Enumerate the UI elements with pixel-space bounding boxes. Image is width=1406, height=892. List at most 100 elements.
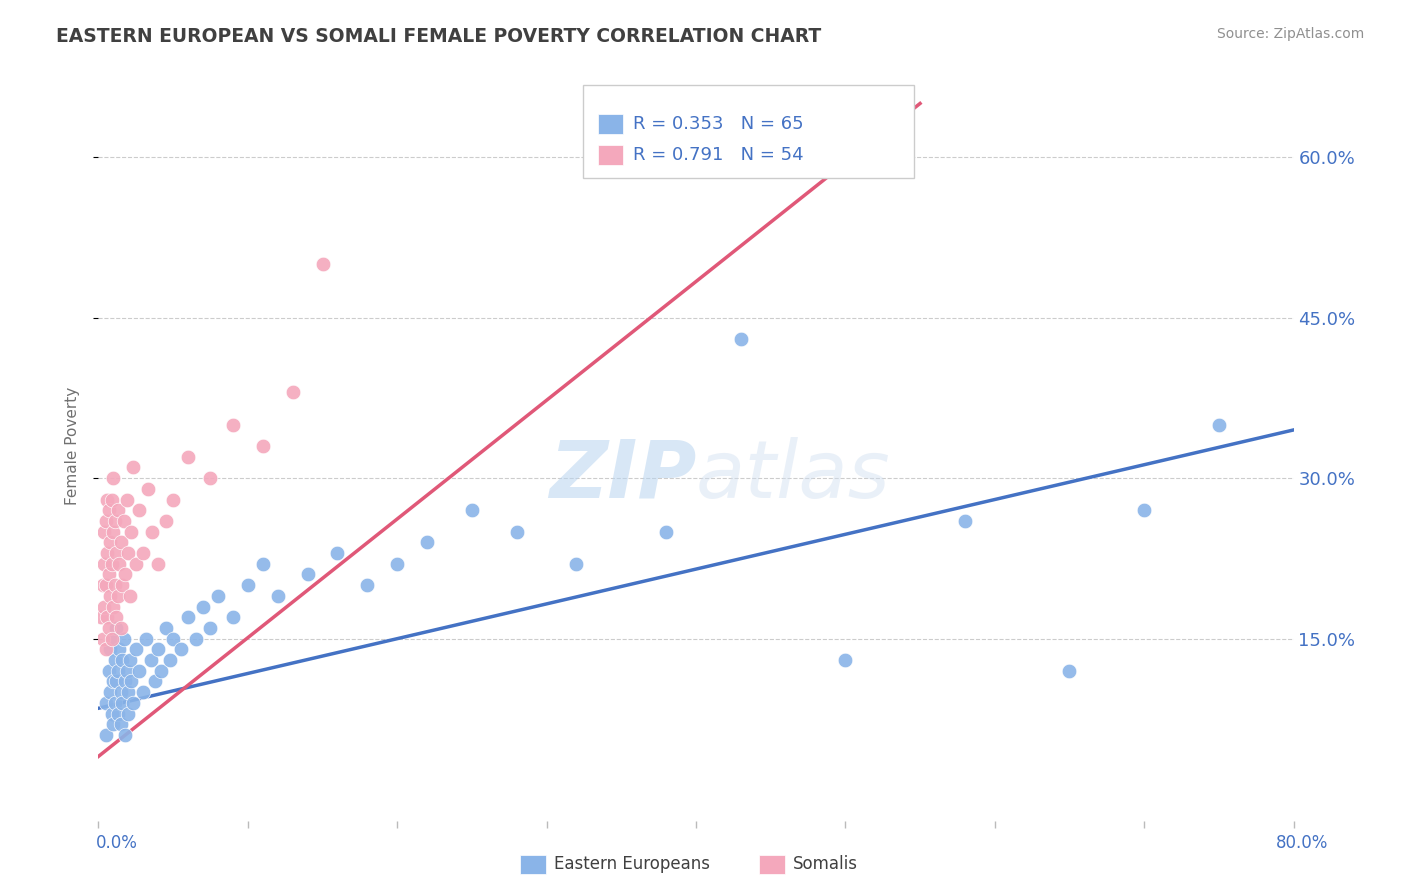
Point	[110, 685, 132, 699]
Point	[96, 492, 118, 507]
Point	[267, 589, 290, 603]
Point	[97, 503, 120, 517]
Point	[105, 610, 128, 624]
Point	[108, 557, 131, 571]
Y-axis label: Female Poverty: Female Poverty	[65, 387, 80, 505]
Point	[115, 492, 138, 507]
Point	[252, 557, 274, 571]
Point	[356, 578, 378, 592]
Point	[105, 546, 128, 560]
Point	[110, 621, 132, 635]
Point	[108, 642, 131, 657]
Point	[107, 706, 129, 721]
Point	[110, 717, 132, 731]
Point	[730, 332, 752, 346]
Point	[93, 599, 115, 614]
Point	[96, 546, 118, 560]
Point	[506, 524, 529, 539]
Point	[117, 706, 139, 721]
Point	[162, 632, 184, 646]
Point	[101, 557, 124, 571]
Point	[222, 610, 245, 624]
Point	[461, 503, 484, 517]
Point	[111, 653, 134, 667]
Point	[236, 578, 259, 592]
Point	[103, 717, 125, 731]
Point	[1059, 664, 1081, 678]
Point	[281, 385, 304, 400]
Point	[1208, 417, 1230, 432]
Point	[114, 567, 136, 582]
Point	[143, 674, 166, 689]
Point	[132, 546, 155, 560]
Text: atlas: atlas	[696, 437, 891, 515]
Point	[139, 653, 162, 667]
Point	[148, 557, 170, 571]
Text: 80.0%: 80.0%	[1277, 834, 1329, 852]
Point	[655, 524, 678, 539]
Text: R = 0.353   N = 65: R = 0.353 N = 65	[633, 115, 803, 133]
Point	[103, 471, 125, 485]
Point	[135, 632, 157, 646]
Point	[128, 664, 150, 678]
Text: Somalis: Somalis	[793, 855, 858, 873]
Point	[103, 599, 125, 614]
Point	[121, 696, 143, 710]
Point	[94, 642, 117, 657]
Point	[207, 589, 229, 603]
Point	[107, 589, 129, 603]
Point	[105, 674, 128, 689]
Point	[98, 642, 122, 657]
Point	[177, 610, 200, 624]
Point	[111, 696, 134, 710]
Point	[110, 535, 132, 549]
Point	[101, 632, 124, 646]
Text: Source: ZipAtlas.com: Source: ZipAtlas.com	[1216, 27, 1364, 41]
Point	[104, 653, 127, 667]
Point	[111, 578, 134, 592]
Point	[159, 653, 181, 667]
Point	[104, 696, 127, 710]
Point	[565, 557, 588, 571]
Point	[105, 621, 128, 635]
Point	[385, 557, 409, 571]
Point	[114, 728, 136, 742]
Point	[94, 578, 117, 592]
Point	[93, 557, 115, 571]
Point	[114, 674, 136, 689]
Point	[148, 642, 170, 657]
Point	[91, 632, 114, 646]
Point	[104, 578, 127, 592]
Point	[93, 524, 115, 539]
Point	[162, 492, 184, 507]
Point	[150, 664, 173, 678]
Point	[191, 599, 214, 614]
Point	[169, 642, 191, 657]
Point	[120, 674, 142, 689]
Text: R = 0.791   N = 54: R = 0.791 N = 54	[633, 146, 803, 164]
Point	[118, 589, 141, 603]
Point	[112, 514, 135, 528]
Point	[184, 632, 207, 646]
Point	[117, 685, 139, 699]
Point	[104, 514, 127, 528]
Point	[94, 728, 117, 742]
Point	[128, 503, 150, 517]
Point	[98, 535, 122, 549]
Point	[155, 621, 177, 635]
Point	[107, 503, 129, 517]
Point	[1133, 503, 1156, 517]
Point	[97, 664, 120, 678]
Text: EASTERN EUROPEAN VS SOMALI FEMALE POVERTY CORRELATION CHART: EASTERN EUROPEAN VS SOMALI FEMALE POVERT…	[56, 27, 821, 45]
Point	[297, 567, 319, 582]
Point	[132, 685, 155, 699]
Point	[136, 482, 159, 496]
Point	[103, 524, 125, 539]
Text: Eastern Europeans: Eastern Europeans	[554, 855, 710, 873]
Point	[115, 664, 138, 678]
Point	[177, 450, 200, 464]
Point	[121, 460, 143, 475]
Point	[252, 439, 274, 453]
Point	[125, 557, 148, 571]
Text: 0.0%: 0.0%	[96, 834, 138, 852]
